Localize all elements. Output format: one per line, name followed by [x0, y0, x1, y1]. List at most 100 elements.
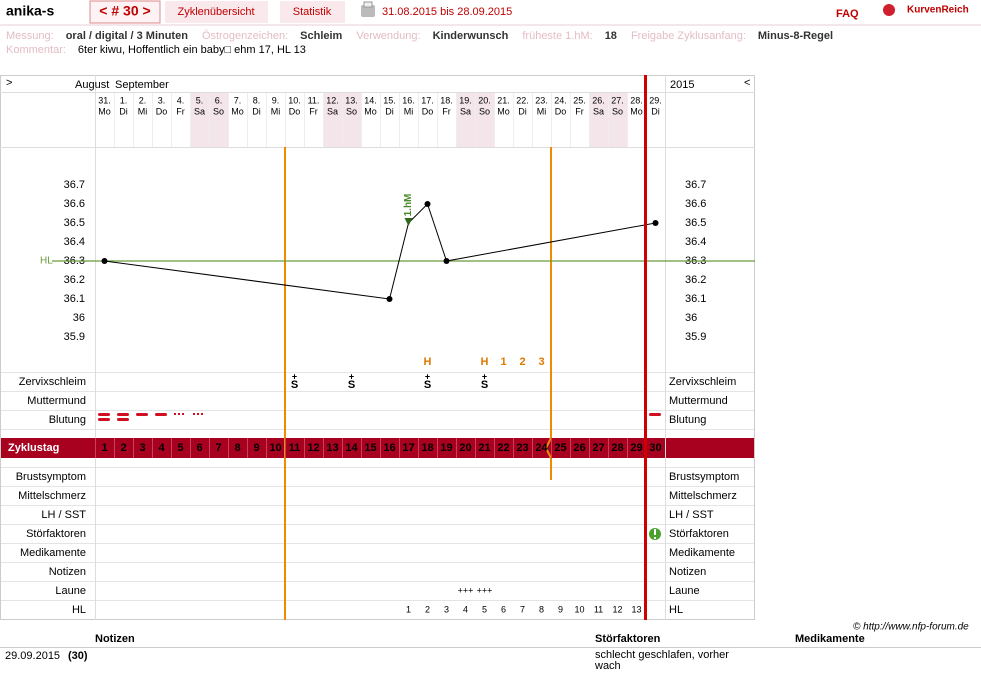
- topbar: [0, 0, 981, 25]
- cycle-day: 15: [364, 442, 376, 454]
- temperature-point: [386, 296, 393, 302]
- cycle-day: 27: [592, 442, 604, 454]
- cycle-nav[interactable]: < # 30 >: [99, 3, 150, 19]
- y-tick-label: 36.7: [685, 179, 706, 191]
- logo-icon[interactable]: [883, 4, 895, 16]
- date: 4.: [177, 95, 185, 105]
- tab[interactable]: [280, 1, 345, 23]
- nav-right[interactable]: <: [744, 77, 750, 89]
- row-label: Muttermund: [669, 395, 728, 407]
- cycle-day: 5: [177, 442, 183, 454]
- entry: 13: [631, 604, 641, 614]
- entry: 9: [558, 604, 563, 614]
- entry-mark: +: [292, 371, 297, 381]
- cycle-day: 1: [101, 442, 107, 454]
- cycle-day: 26: [573, 442, 585, 454]
- cycle-day: 22: [497, 442, 509, 454]
- bleeding-mark: [117, 418, 129, 421]
- cycle-day: 24: [535, 442, 548, 454]
- entry: 8: [539, 604, 544, 614]
- temp-note: 1: [500, 356, 506, 368]
- year: 2015: [670, 79, 694, 91]
- note-date: 29.09.2015: [5, 650, 60, 662]
- info-label: Kommentar:: [6, 44, 66, 56]
- entry: 10: [574, 604, 584, 614]
- info-value: oral / digital / 3 Minuten: [66, 30, 189, 42]
- date: 7.: [234, 95, 242, 105]
- temp-note: H: [424, 356, 432, 368]
- weekday: Fr: [442, 106, 451, 116]
- entry-mark: +: [425, 371, 430, 381]
- entry: S: [291, 379, 298, 391]
- date: 16.: [402, 95, 415, 105]
- temperature-point: [443, 258, 450, 264]
- tab-label[interactable]: Statistik: [293, 6, 332, 18]
- y-tick-label: 36: [685, 312, 697, 324]
- y-tick-label: 36.1: [685, 293, 706, 305]
- user[interactable]: anika-s: [6, 3, 54, 19]
- cycle-box[interactable]: [89, 0, 161, 24]
- info-value: 18: [605, 30, 617, 42]
- nav-left[interactable]: >: [6, 77, 12, 89]
- weekend-shade: [456, 93, 475, 147]
- comment-line: Kommentar: 6ter kiwu, Hoffentlich ein bab…: [6, 44, 306, 56]
- date: 1.: [120, 95, 128, 105]
- bleeding-mark: [136, 413, 148, 416]
- table-header: Störfaktoren: [595, 633, 661, 645]
- cycle-day: 16: [383, 442, 395, 454]
- bleeding-mark: [98, 418, 110, 421]
- weekend-shade: [608, 93, 627, 147]
- month: August: [75, 79, 109, 91]
- temperature-point: [404, 218, 413, 226]
- row-label: Notizen: [49, 566, 86, 578]
- hl-label: HL: [40, 256, 53, 267]
- date: 13.: [345, 95, 358, 105]
- row-label: Mittelschmerz: [669, 490, 737, 502]
- row-label: Zervixschleim: [19, 376, 86, 388]
- bleeding-mark: [201, 413, 203, 415]
- temperature-point: [101, 258, 108, 264]
- printer-icon[interactable]: [361, 5, 375, 17]
- logo[interactable]: KurvenReich: [907, 5, 969, 16]
- date: 9.: [272, 95, 280, 105]
- entry: 1: [406, 604, 411, 614]
- cycle-day: 17: [402, 442, 414, 454]
- weekday: Sa: [327, 106, 338, 116]
- y-tick-label: 35.9: [685, 331, 706, 343]
- period: 31.08.2015 bis 28.09.2015: [382, 6, 512, 18]
- icon-glyph: [654, 537, 656, 539]
- weekday: Mo: [364, 106, 377, 116]
- weekday: Mi: [537, 106, 547, 116]
- cycle-day: 23: [516, 442, 528, 454]
- row-label: Mittelschmerz: [18, 490, 86, 502]
- chart-frame: [0, 75, 755, 620]
- cycle-day: 4: [158, 442, 165, 454]
- weekday: Fr: [575, 106, 584, 116]
- weekday: Do: [555, 106, 567, 116]
- weekend-shade: [589, 93, 608, 147]
- faq[interactable]: FAQ: [836, 8, 859, 20]
- y-tick-label: 36.5: [64, 217, 85, 229]
- entry: 6: [501, 604, 506, 614]
- tab[interactable]: [165, 1, 268, 23]
- row-label: LH / SST: [41, 509, 86, 521]
- date: 31.: [98, 95, 111, 105]
- entry: 2: [425, 604, 430, 614]
- row-label: LH / SST: [669, 509, 714, 521]
- date: 8.: [253, 95, 261, 105]
- date: 14.: [364, 95, 377, 105]
- date: 29.: [649, 95, 662, 105]
- weekday: Fr: [176, 106, 185, 116]
- table-header: Notizen: [95, 633, 135, 645]
- date: 5.: [196, 95, 204, 105]
- bleeding-mark: [174, 413, 176, 415]
- info-label: Messung:: [6, 30, 54, 42]
- tab-label[interactable]: Zyklenübersicht: [177, 6, 254, 18]
- note-cycle: (30): [68, 650, 88, 662]
- date: 6.: [215, 95, 223, 105]
- weekday: So: [346, 106, 357, 116]
- cycle-day: 3: [139, 442, 145, 454]
- weekend-shade: [475, 93, 494, 147]
- entry: S: [348, 379, 355, 391]
- entry: +++: [458, 585, 474, 595]
